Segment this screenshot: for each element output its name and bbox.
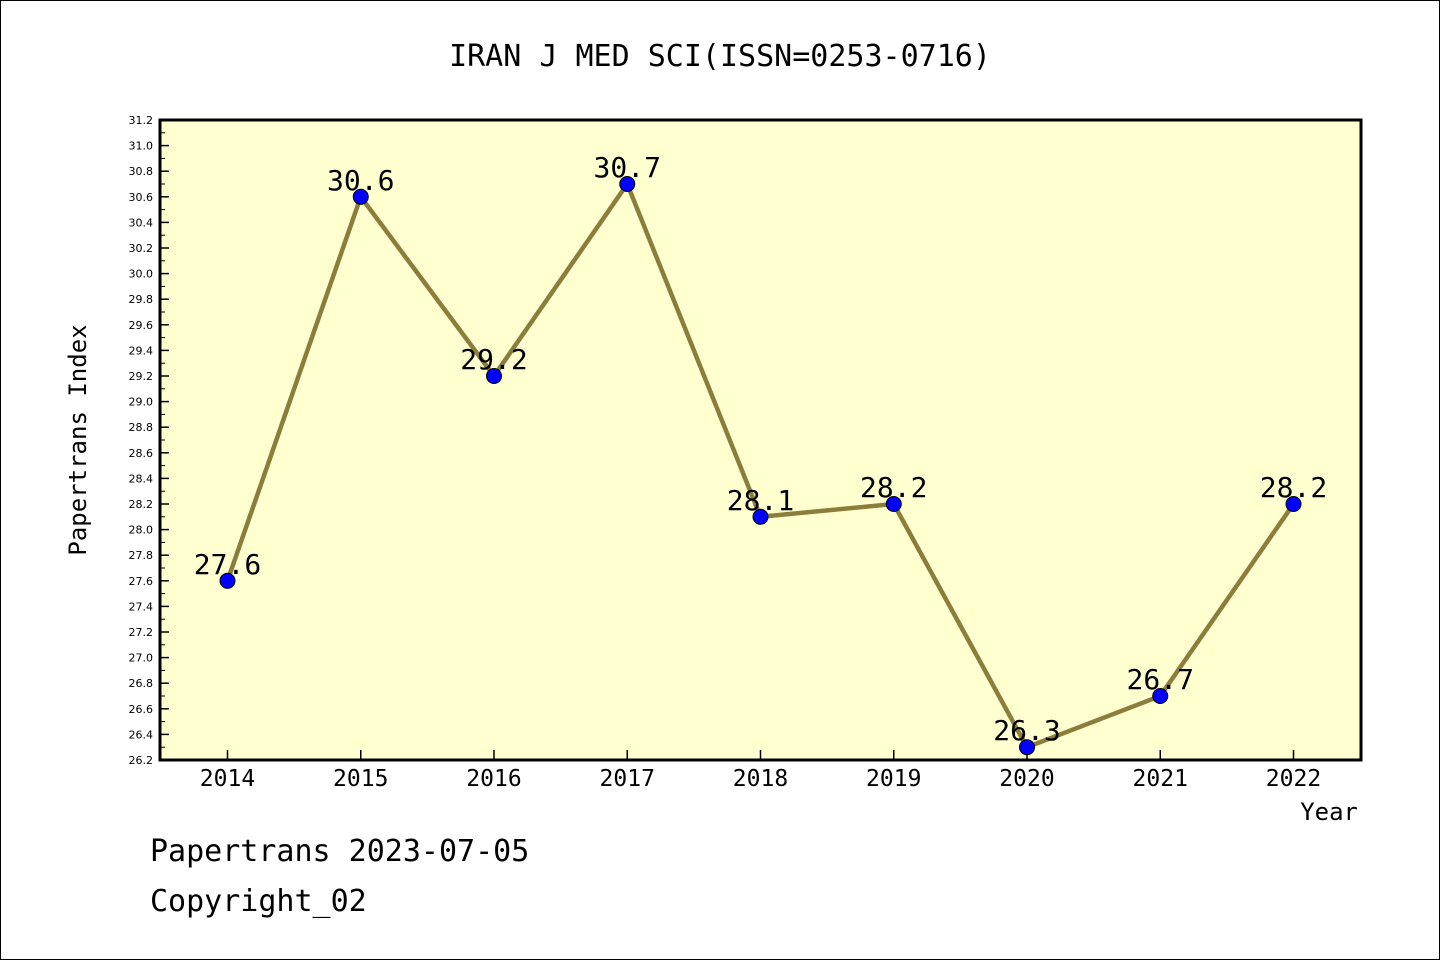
footer-copyright: Copyright_02 xyxy=(150,884,367,919)
data-label: 30.7 xyxy=(594,151,661,184)
data-label: 30.6 xyxy=(327,164,394,197)
y-tick-label: 28.4 xyxy=(129,472,154,485)
data-point xyxy=(885,496,902,512)
x-axis-ticks: 2014 2015 2016 2017 2018 2019 2020 2021 2022 xyxy=(200,750,1321,792)
x-tick-label: 2020 xyxy=(999,766,1054,792)
data-labels: 27.6 30.6 29.2 30.7 28.1 28.2 26.3 26.7 28.2 xyxy=(194,151,1327,747)
y-tick-label: 28.8 xyxy=(129,421,154,434)
y-tick-label: 27.0 xyxy=(129,652,154,665)
plot-area xyxy=(160,120,1361,760)
data-label: 26.7 xyxy=(1127,663,1194,696)
data-point xyxy=(1285,496,1302,512)
y-tick-label: 29.6 xyxy=(129,319,154,332)
x-tick-label: 2014 xyxy=(200,766,255,792)
x-tick-label: 2022 xyxy=(1266,766,1321,792)
y-tick-label: 28.6 xyxy=(129,447,154,460)
y-tick-label: 29.4 xyxy=(129,344,154,357)
data-point xyxy=(752,508,769,525)
x-tick-label: 2021 xyxy=(1133,766,1188,792)
x-axis-label: Year xyxy=(1300,798,1358,826)
footer-date: Papertrans 2023-07-05 xyxy=(150,834,530,869)
data-label: 28.1 xyxy=(727,484,794,517)
data-point xyxy=(486,368,502,384)
x-tick-label: 2017 xyxy=(600,766,655,792)
data-point xyxy=(619,176,636,192)
y-axis-label: Papertrans Index xyxy=(64,324,92,555)
y-tick-label: 26.4 xyxy=(129,728,154,741)
y-tick-label: 26.8 xyxy=(129,677,154,690)
x-tick-label: 2015 xyxy=(333,766,388,792)
y-tick-label: 29.8 xyxy=(129,293,154,306)
y-tick-label: 27.2 xyxy=(129,626,154,639)
y-axis-ticks: 26.2 26.4 26.6 26.8 27.0 27.2 27.4 27.6 27.8 28.0… xyxy=(129,114,169,767)
x-tick-label: 2019 xyxy=(866,766,921,792)
plot-border xyxy=(158,118,1363,762)
chart-title: IRAN J MED SCI(ISSN=0253-0716) xyxy=(449,39,991,74)
y-tick-label: 28.2 xyxy=(129,498,154,511)
y-tick-label: 29.0 xyxy=(129,396,154,409)
series-group xyxy=(219,176,1302,756)
data-label: 28.2 xyxy=(1260,471,1327,504)
y-tick-label: 26.6 xyxy=(129,703,154,716)
data-point xyxy=(219,572,236,589)
y-tick-label: 30.0 xyxy=(129,268,154,281)
y-tick-label: 29.2 xyxy=(129,370,154,383)
y-tick-label: 31.2 xyxy=(129,114,154,127)
y-tick-label: 30.4 xyxy=(129,216,154,229)
data-label: 29.2 xyxy=(460,343,527,376)
y-tick-label: 27.8 xyxy=(129,549,154,562)
data-point xyxy=(352,188,369,205)
data-label: 28.2 xyxy=(860,471,927,504)
data-label: 26.3 xyxy=(993,714,1060,747)
y-tick-label: 28.0 xyxy=(129,524,154,537)
data-point xyxy=(1152,688,1169,704)
y-tick-label: 30.2 xyxy=(129,242,154,255)
y-tick-label: 31.0 xyxy=(129,140,154,153)
data-point xyxy=(1019,739,1035,756)
y-tick-label: 27.6 xyxy=(129,575,154,588)
y-tick-label: 26.2 xyxy=(129,754,154,767)
y-tick-label: 27.4 xyxy=(129,600,154,613)
x-tick-label: 2018 xyxy=(733,766,788,792)
y-tick-label: 30.6 xyxy=(129,191,154,204)
y-tick-label: 30.8 xyxy=(129,165,154,178)
x-tick-label: 2016 xyxy=(466,766,521,792)
data-label: 27.6 xyxy=(194,548,261,581)
